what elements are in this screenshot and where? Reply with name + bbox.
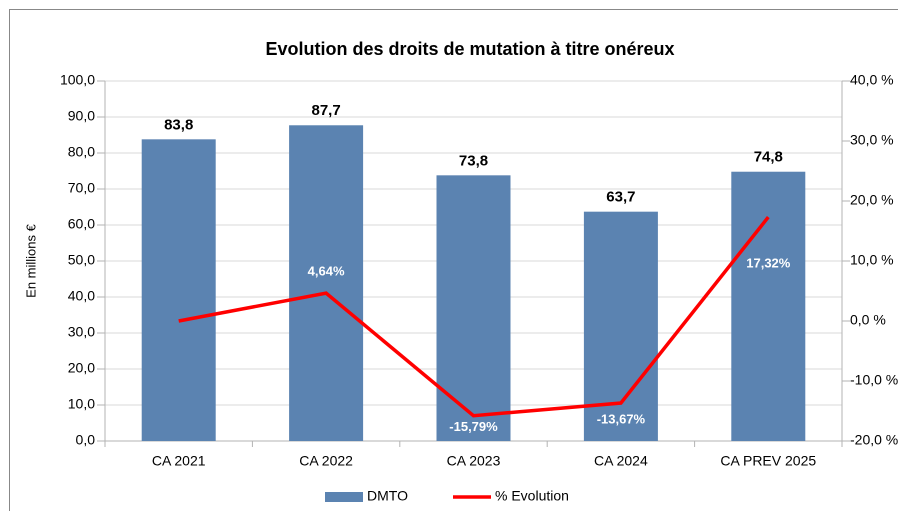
data-label: 74,8 [754, 149, 783, 166]
bar [289, 125, 364, 441]
y-tick-label: 90,0 [68, 108, 95, 124]
y-tick-label: 80,0 [68, 144, 95, 160]
data-label: -13,67% [597, 411, 646, 426]
y2-tick-label: 10,0 % [850, 252, 894, 268]
legend-swatch [325, 492, 363, 502]
x-tick-label: CA 2024 [594, 453, 648, 469]
y-tick-label: 30,0 [68, 324, 95, 340]
data-label: 63,7 [606, 189, 635, 206]
y-tick-label: 10,0 [68, 396, 95, 412]
legend-label: DMTO [367, 488, 408, 504]
y-tick-label: 40,0 [68, 288, 95, 304]
y-tick-label: 70,0 [68, 180, 95, 196]
line [178, 215, 770, 418]
bar [141, 139, 216, 441]
y2-tick-label: 20,0 % [850, 192, 894, 208]
y2-tick-label: 30,0 % [850, 132, 894, 148]
y2-tick-label: -10,0 % [850, 372, 898, 388]
chart-border [9, 9, 898, 511]
legend-label: % Evolution [495, 488, 569, 504]
x-tick-label: CA 2021 [152, 453, 206, 469]
bar [436, 175, 511, 441]
bar [731, 171, 806, 441]
y-axis-label: En millions € [23, 223, 38, 297]
y2-tick-label: 0,0 % [850, 312, 886, 328]
y-tick-label: 100,0 [60, 72, 95, 88]
y2-tick-label: -20,0 % [850, 432, 898, 448]
y2-tick-label: 40,0 % [850, 72, 894, 88]
chart-title: Evolution des droits de mutation à titre… [265, 39, 674, 59]
data-label: 4,64% [308, 264, 345, 279]
x-tick-label: CA PREV 2025 [720, 453, 816, 469]
data-label: 87,7 [311, 102, 340, 119]
data-label: 17,32% [746, 256, 791, 271]
data-label: -15,79% [449, 419, 498, 434]
y-tick-label: 0,0 [76, 432, 96, 448]
data-label: 83,8 [164, 116, 193, 133]
y-tick-label: 50,0 [68, 252, 95, 268]
y-tick-label: 60,0 [68, 216, 95, 232]
y-tick-label: 20,0 [68, 360, 95, 376]
x-tick-label: CA 2023 [447, 453, 501, 469]
data-label: 73,8 [459, 152, 488, 169]
x-tick-label: CA 2022 [299, 453, 353, 469]
